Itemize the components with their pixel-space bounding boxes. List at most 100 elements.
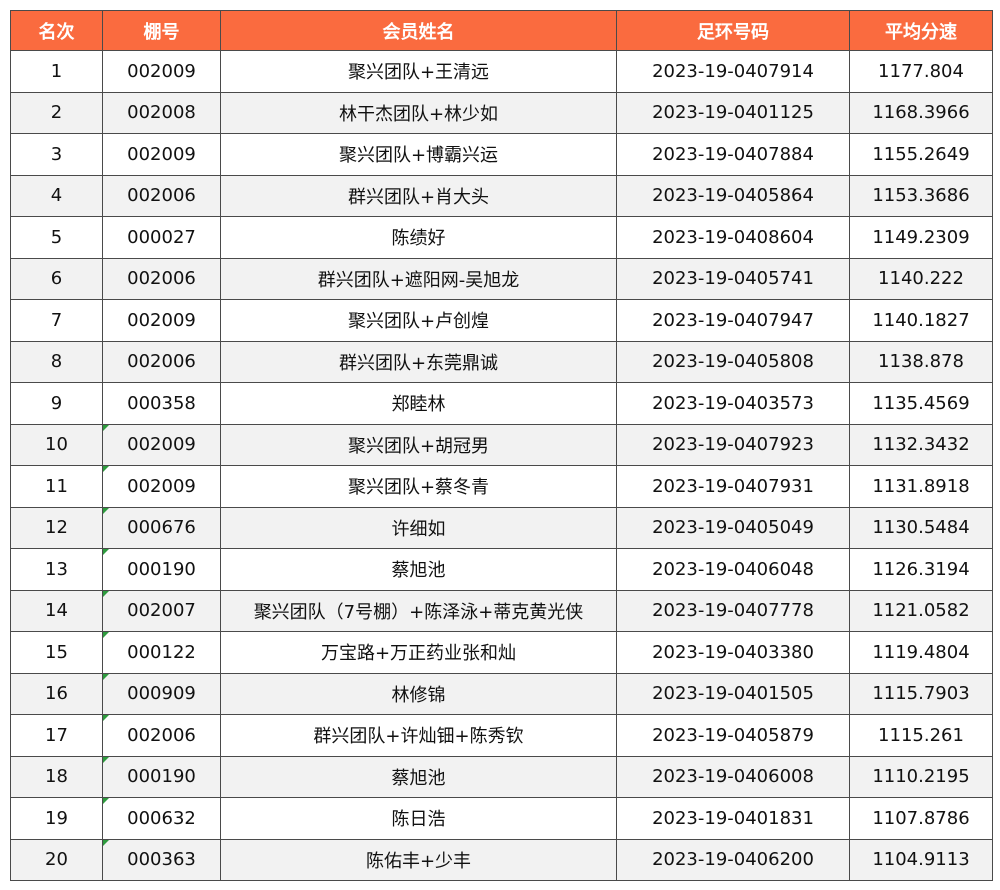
table-row: 2 002008 林干杰团队+林少如 2023-19-0401125 1168.3966 [10,91,993,134]
cell-speed-text: 1121.0582 [872,600,970,622]
cell-rank: 2 [10,91,103,134]
cell-ring-text: 2023-19-0403573 [652,392,814,414]
cell-member-text: 林干杰团队+林少如 [338,103,499,125]
cell-member: 聚兴团队+王清远 [220,50,617,93]
cell-ring-text: 2023-19-0401505 [652,683,814,705]
cell-loft-text: 000632 [127,807,196,829]
cell-member-text: 群兴团队+肖大头 [347,186,490,208]
cell-ring: 2023-19-0407947 [616,299,850,342]
cell-loft: 002009 [102,465,221,508]
cell-speed-text: 1135.4569 [872,392,970,414]
cell-member-text: 群兴团队+许灿钿+陈秀钦 [313,726,524,748]
table-row: 9 000358 郑睦林 2023-19-0403573 1135.4569 [10,382,993,425]
cell-loft: 002009 [102,50,221,93]
table-row: 1 002009 聚兴团队+王清远 2023-19-0407914 1177.804 [10,50,993,93]
cell-member: 群兴团队+东莞鼎诚 [220,340,617,383]
cell-rank-text: 14 [45,600,68,622]
cell-speed: 1149.2309 [849,216,993,259]
cell-speed: 1135.4569 [849,382,993,425]
cell-rank: 17 [10,714,103,757]
cell-ring-text: 2023-19-0407931 [652,475,814,497]
cell-member: 陈绩好 [220,216,617,259]
cell-member-text: 许细如 [391,518,446,540]
cell-member: 聚兴团队+卢创煌 [220,299,617,342]
cell-loft: 002009 [102,423,221,466]
cell-loft-text: 000909 [127,683,196,705]
table-row: 15 000122 万宝路+万正药业张和灿 2023-19-0403380 1119.4… [10,631,993,674]
cell-ring: 2023-19-0405741 [616,257,850,300]
header-ring: 足环号码 [616,10,850,51]
cell-speed: 1126.3194 [849,548,993,591]
cell-rank: 1 [10,50,103,93]
cell-speed: 1168.3966 [849,91,993,134]
cell-ring: 2023-19-0403380 [616,631,850,674]
cell-loft: 002006 [102,340,221,383]
cell-ring: 2023-19-0407923 [616,423,850,466]
cell-comment-marker-icon [103,839,109,846]
cell-rank: 3 [10,133,103,176]
cell-rank-text: 2 [50,102,63,124]
cell-speed-text: 1153.3686 [872,185,970,207]
cell-loft-text: 000363 [127,849,196,871]
cell-member-text: 万宝路+万正药业张和灿 [320,643,517,665]
cell-member-text: 聚兴团队（7号棚）+陈泽泳+蒂克黄光侠 [253,601,584,623]
header-member: 会员姓名 [220,10,617,51]
cell-member: 群兴团队+许灿钿+陈秀钦 [220,714,617,757]
cell-speed-text: 1115.261 [878,724,964,746]
cell-comment-marker-icon [103,549,109,555]
cell-rank-text: 4 [50,185,63,207]
cell-ring-text: 2023-19-0405879 [652,724,814,746]
cell-member-text: 聚兴团队+卢创煌 [347,311,490,333]
cell-ring-text: 2023-19-0405049 [652,517,814,539]
cell-comment-marker-icon [103,715,109,721]
cell-member-text: 郑睦林 [391,394,446,416]
cell-loft: 002006 [102,174,221,217]
cell-ring-text: 2023-19-0408604 [652,226,814,248]
cell-loft: 000632 [102,797,221,840]
cell-rank: 20 [10,838,103,881]
cell-loft: 002006 [102,714,221,757]
cell-member: 蔡旭池 [220,755,617,798]
cell-loft: 002009 [102,299,221,342]
cell-rank: 16 [10,672,103,715]
cell-rank-text: 1 [50,60,63,82]
table-row: 14 002007 聚兴团队（7号棚）+陈泽泳+蒂克黄光侠 2023-19-04077… [10,589,993,632]
cell-loft: 000190 [102,755,221,798]
cell-loft: 000358 [102,382,221,425]
cell-comment-marker-icon [103,466,109,472]
cell-speed-text: 1104.9113 [872,849,970,871]
cell-ring: 2023-19-0405049 [616,506,850,549]
table-row: 16 000909 林修锦 2023-19-0401505 1115.7903 [10,672,993,715]
cell-loft: 000909 [102,672,221,715]
cell-member-text: 蔡旭池 [391,767,446,789]
cell-speed: 1110.2195 [849,755,993,798]
cell-member-text: 聚兴团队+王清远 [347,62,490,84]
cell-rank-text: 8 [50,351,63,373]
cell-ring-text: 2023-19-0407884 [652,143,814,165]
cell-ring: 2023-19-0406048 [616,548,850,591]
ranking-table: 名次 棚号 会员姓名 足环号码 平均分速 1 002009 聚兴团队+王清远 2023… [10,10,993,881]
cell-ring: 2023-19-0407914 [616,50,850,93]
cell-ring-text: 2023-19-0406200 [652,849,814,871]
table-row: 3 002009 聚兴团队+博霸兴运 2023-19-0407884 1155.2649 [10,133,993,176]
cell-rank-text: 19 [45,807,68,829]
cell-speed-text: 1115.7903 [872,683,970,705]
cell-loft-text: 002008 [127,102,196,124]
cell-ring: 2023-19-0401125 [616,91,850,134]
cell-member-text: 陈绩好 [391,228,446,250]
table-row: 5 000027 陈绩好 2023-19-0408604 1149.2309 [10,216,993,259]
cell-member: 聚兴团队（7号棚）+陈泽泳+蒂克黄光侠 [220,589,617,632]
cell-speed: 1130.5484 [849,506,993,549]
cell-rank: 18 [10,755,103,798]
cell-member-text: 群兴团队+东莞鼎诚 [338,352,499,374]
cell-comment-marker-icon [103,507,109,514]
cell-rank-text: 7 [50,309,63,331]
table-row: 8 002006 群兴团队+东莞鼎诚 2023-19-0405808 1138.878 [10,340,993,383]
cell-loft-text: 002009 [127,60,196,82]
cell-member: 蔡旭池 [220,548,617,591]
cell-ring-text: 2023-19-0407923 [652,434,814,456]
cell-loft: 000676 [102,506,221,549]
cell-rank-text: 15 [45,641,68,663]
table-row: 7 002009 聚兴团队+卢创煌 2023-19-0407947 1140.1827 [10,299,993,342]
cell-rank-text: 5 [50,226,63,248]
